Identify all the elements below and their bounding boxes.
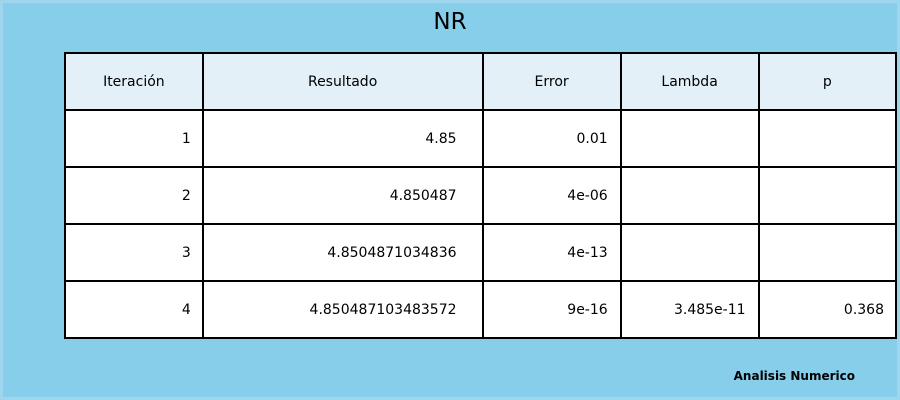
- cell-iteration: 4: [64, 280, 204, 339]
- cell-lambda: [619, 223, 760, 282]
- header-iteration: Iteración: [64, 52, 204, 111]
- cell-p: [757, 166, 898, 225]
- cell-iteration: 3: [64, 223, 204, 282]
- cell-iteration: 1: [64, 109, 204, 168]
- cell-error: 0.01: [481, 109, 622, 168]
- header-lambda: Lambda: [619, 52, 760, 111]
- cell-lambda: 3.485e-11: [619, 280, 760, 339]
- table-row: 3 4.8504871034836 4e-13: [64, 223, 898, 282]
- page-title: NR: [433, 9, 467, 35]
- cell-p: [757, 109, 898, 168]
- table-header-row: Iteración Resultado Error Lambda p: [64, 52, 898, 111]
- header-result: Resultado: [201, 52, 484, 111]
- results-table: Iteración Resultado Error Lambda p 1 4.8…: [64, 52, 898, 339]
- cell-result: 4.85: [201, 109, 484, 168]
- table-row: 2 4.850487 4e-06: [64, 166, 898, 225]
- cell-error: 4e-13: [481, 223, 622, 282]
- cell-iteration: 2: [64, 166, 204, 225]
- cell-lambda: [619, 109, 760, 168]
- cell-p: 0.368: [757, 280, 898, 339]
- cell-result: 4.850487103483572: [201, 280, 484, 339]
- cell-result: 4.850487: [201, 166, 484, 225]
- cell-error: 4e-06: [481, 166, 622, 225]
- cell-result: 4.8504871034836: [201, 223, 484, 282]
- header-error: Error: [481, 52, 622, 111]
- cell-p: [757, 223, 898, 282]
- cell-error: 9e-16: [481, 280, 622, 339]
- footer-credit: Analisis Numerico: [733, 369, 855, 383]
- table-row: 1 4.85 0.01: [64, 109, 898, 168]
- cell-lambda: [619, 166, 760, 225]
- table-row: 4 4.850487103483572 9e-16 3.485e-11 0.36…: [64, 280, 898, 339]
- header-p: p: [757, 52, 898, 111]
